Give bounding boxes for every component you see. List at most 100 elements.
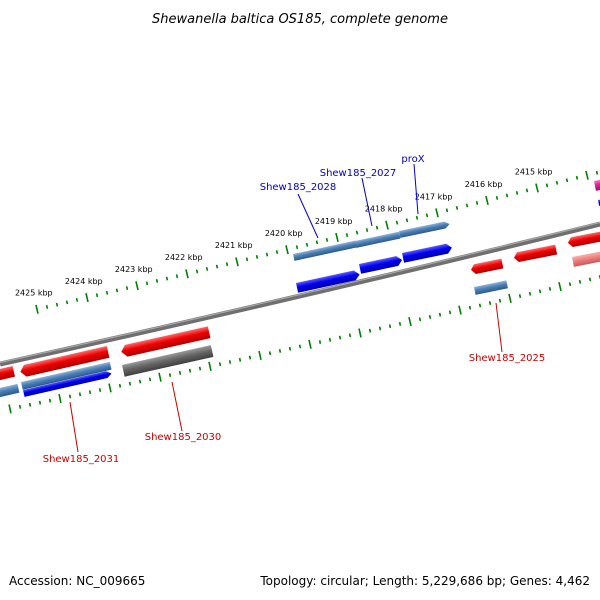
lower-tick-track	[8, 275, 600, 414]
upper-tick-track: 2425 kbp 2424 kbp 2423 kbp 2422 kbp 2421 kbp…	[15, 167, 599, 314]
minor-tick	[415, 215, 419, 220]
gene-feature[interactable]	[293, 240, 358, 261]
minor-tick	[588, 277, 592, 282]
major-tick	[208, 361, 212, 371]
major-tick	[135, 281, 139, 291]
minor-tick	[488, 301, 492, 306]
major-tick	[258, 350, 262, 360]
genome-backbone	[0, 221, 600, 367]
gene-feature[interactable]	[122, 345, 214, 377]
minor-tick	[98, 388, 102, 392]
gene-feature[interactable]	[0, 365, 16, 381]
callout-line-shew185-2030	[171, 381, 183, 432]
minor-tick	[545, 183, 549, 188]
major-tick	[408, 317, 412, 327]
minor-tick	[495, 195, 499, 200]
minor-tick	[368, 328, 372, 333]
upper-gene-features	[293, 179, 600, 295]
minor-tick	[228, 360, 232, 364]
gene-label-shew185-2028[interactable]: Shew185_2028	[260, 182, 337, 193]
gene-feature[interactable]	[594, 179, 600, 191]
minor-tick	[168, 373, 172, 377]
gene-feature[interactable]	[474, 280, 508, 295]
gene-feature[interactable]	[359, 255, 403, 274]
minor-tick	[165, 276, 169, 281]
major-tick	[235, 257, 239, 267]
minor-tick	[288, 346, 292, 351]
major-tick	[285, 245, 289, 255]
minor-tick	[388, 324, 392, 329]
gene-label-shew185-2030[interactable]: Shew185_2030	[145, 432, 222, 443]
upper-tick-label: 2415 kbp	[515, 167, 553, 176]
gene-feature[interactable]	[402, 243, 453, 263]
minor-tick	[298, 344, 302, 349]
minor-tick	[275, 250, 279, 255]
upper-tick-label: 2423 kbp	[115, 265, 153, 274]
minor-tick	[345, 233, 349, 237]
upper-tick-label: 2416 kbp	[465, 180, 503, 189]
map-title: Shewanella baltica OS185, complete genom…	[152, 12, 448, 27]
major-tick	[458, 305, 462, 315]
minor-tick	[595, 170, 599, 175]
gene-feature[interactable]	[23, 370, 112, 397]
gene-label-shew185-2027[interactable]: Shew185_2027	[320, 168, 397, 179]
minor-tick	[68, 394, 72, 399]
gene-feature[interactable]	[20, 361, 112, 390]
minor-tick	[475, 200, 479, 205]
minor-tick	[448, 310, 452, 315]
minor-tick	[218, 362, 222, 367]
minor-tick	[225, 262, 229, 267]
minor-tick	[548, 286, 552, 291]
minor-tick	[18, 404, 22, 409]
gene-label-prox[interactable]: proX	[401, 154, 424, 165]
gene-feature[interactable]	[0, 383, 20, 398]
upper-tick-label: 2425 kbp	[15, 289, 53, 298]
major-tick	[485, 195, 489, 205]
minor-tick	[425, 213, 429, 218]
minor-tick	[528, 291, 532, 296]
accession-text: Accession: NC_009665	[9, 574, 146, 588]
gene-feature[interactable]	[296, 269, 361, 293]
minor-tick	[568, 282, 572, 287]
minor-tick	[138, 379, 142, 384]
callout-line-shew185-2031	[69, 401, 79, 453]
gene-feature[interactable]	[120, 326, 211, 357]
gene-feature[interactable]	[513, 244, 558, 263]
minor-tick	[395, 220, 399, 225]
callout-line-prox	[413, 163, 419, 215]
major-tick	[35, 304, 39, 314]
gene-feature[interactable]	[470, 258, 504, 275]
major-tick	[535, 183, 539, 193]
gene-feature[interactable]	[572, 251, 600, 267]
upper-tick-label: 2418 kbp	[365, 205, 403, 214]
minor-tick	[265, 252, 269, 257]
minor-tick	[245, 257, 249, 262]
minor-tick	[318, 340, 322, 344]
minor-tick	[115, 288, 119, 293]
minor-tick	[95, 293, 99, 298]
minor-tick	[238, 357, 242, 362]
major-tick	[108, 383, 112, 393]
minor-tick	[418, 317, 422, 322]
major-tick	[308, 339, 312, 349]
major-tick	[185, 269, 189, 279]
gene-feature[interactable]	[567, 231, 600, 248]
gene-feature[interactable]	[355, 231, 401, 248]
minor-tick	[505, 193, 509, 198]
minor-tick	[538, 289, 542, 294]
minor-tick	[295, 245, 299, 250]
minor-tick	[148, 377, 152, 382]
gene-label-shew185-2031[interactable]: Shew185_2031	[43, 454, 120, 465]
gene-feature[interactable]	[19, 346, 110, 378]
major-tick	[508, 293, 512, 303]
minor-tick	[578, 279, 582, 284]
gene-label-shew185-2025[interactable]: Shew185_2025	[469, 353, 546, 364]
minor-tick	[198, 366, 202, 371]
major-tick	[558, 281, 562, 292]
minor-tick	[315, 240, 319, 245]
minor-tick	[248, 355, 252, 360]
minor-tick	[465, 203, 469, 208]
minor-tick	[55, 302, 59, 307]
gene-feature[interactable]	[399, 221, 450, 238]
